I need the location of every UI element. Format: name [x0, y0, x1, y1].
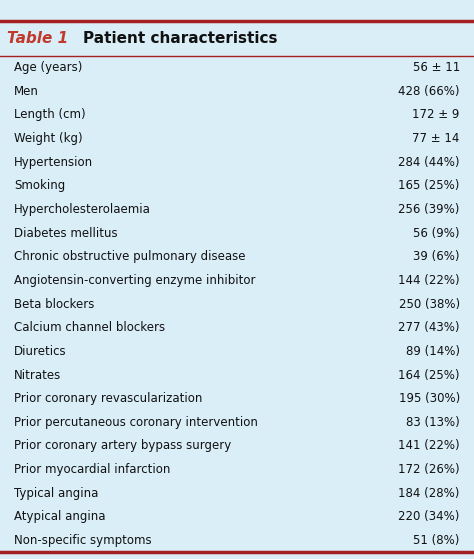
Text: 77 ± 14: 77 ± 14 — [412, 132, 460, 145]
Text: Hypercholesterolaemia: Hypercholesterolaemia — [14, 203, 151, 216]
Text: 256 (39%): 256 (39%) — [399, 203, 460, 216]
Text: Prior percutaneous coronary intervention: Prior percutaneous coronary intervention — [14, 416, 258, 429]
Text: Weight (kg): Weight (kg) — [14, 132, 83, 145]
Text: Hypertension: Hypertension — [14, 156, 93, 169]
Text: Chronic obstructive pulmonary disease: Chronic obstructive pulmonary disease — [14, 250, 246, 263]
Text: Prior myocardial infarction: Prior myocardial infarction — [14, 463, 171, 476]
Text: 39 (6%): 39 (6%) — [413, 250, 460, 263]
Text: Age (years): Age (years) — [14, 61, 82, 74]
Text: Nitrates: Nitrates — [14, 368, 62, 381]
Text: Beta blockers: Beta blockers — [14, 297, 95, 311]
Text: Diuretics: Diuretics — [14, 345, 67, 358]
Text: Prior coronary revascularization: Prior coronary revascularization — [14, 392, 202, 405]
Text: Atypical angina: Atypical angina — [14, 510, 106, 523]
Text: 165 (25%): 165 (25%) — [399, 179, 460, 192]
Text: Angiotensin-converting enzyme inhibitor: Angiotensin-converting enzyme inhibitor — [14, 274, 255, 287]
Text: Calcium channel blockers: Calcium channel blockers — [14, 321, 165, 334]
Text: 172 (26%): 172 (26%) — [398, 463, 460, 476]
Text: Diabetes mellitus: Diabetes mellitus — [14, 227, 118, 240]
Text: 284 (44%): 284 (44%) — [398, 156, 460, 169]
Text: 220 (34%): 220 (34%) — [399, 510, 460, 523]
Text: 164 (25%): 164 (25%) — [398, 368, 460, 381]
Text: Length (cm): Length (cm) — [14, 108, 86, 121]
Text: 56 (9%): 56 (9%) — [413, 227, 460, 240]
Text: 195 (30%): 195 (30%) — [399, 392, 460, 405]
Text: 144 (22%): 144 (22%) — [398, 274, 460, 287]
Text: 83 (13%): 83 (13%) — [406, 416, 460, 429]
Text: Table 1: Table 1 — [7, 31, 68, 46]
Text: 51 (8%): 51 (8%) — [413, 534, 460, 547]
Text: 172 ± 9: 172 ± 9 — [412, 108, 460, 121]
Text: 89 (14%): 89 (14%) — [406, 345, 460, 358]
Text: 250 (38%): 250 (38%) — [399, 297, 460, 311]
Text: Typical angina: Typical angina — [14, 487, 99, 500]
Text: 184 (28%): 184 (28%) — [399, 487, 460, 500]
Text: 277 (43%): 277 (43%) — [398, 321, 460, 334]
Text: 141 (22%): 141 (22%) — [398, 439, 460, 452]
Text: Prior coronary artery bypass surgery: Prior coronary artery bypass surgery — [14, 439, 231, 452]
Text: 56 ± 11: 56 ± 11 — [412, 61, 460, 74]
Text: Men: Men — [14, 85, 39, 98]
Text: Smoking: Smoking — [14, 179, 65, 192]
Text: 428 (66%): 428 (66%) — [398, 85, 460, 98]
Text: Non-specific symptoms: Non-specific symptoms — [14, 534, 152, 547]
Text: Patient characteristics: Patient characteristics — [83, 31, 277, 46]
